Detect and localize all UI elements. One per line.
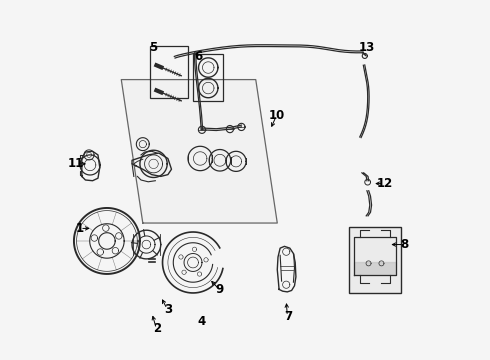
Text: 10: 10: [269, 109, 285, 122]
Text: 11: 11: [68, 157, 84, 170]
Text: 13: 13: [359, 41, 375, 54]
Bar: [150, 45, 188, 98]
Text: 4: 4: [198, 315, 206, 328]
Polygon shape: [122, 80, 277, 223]
Text: 5: 5: [149, 41, 158, 54]
Text: 12: 12: [377, 177, 393, 190]
Text: 3: 3: [164, 303, 172, 316]
Text: 7: 7: [284, 310, 292, 323]
Bar: [349, 226, 401, 293]
Bar: [193, 54, 223, 101]
Polygon shape: [354, 262, 395, 275]
Text: 2: 2: [153, 322, 161, 335]
Text: 6: 6: [194, 50, 202, 63]
Text: 9: 9: [216, 283, 224, 296]
Text: 8: 8: [400, 238, 409, 251]
Text: 1: 1: [75, 222, 83, 235]
